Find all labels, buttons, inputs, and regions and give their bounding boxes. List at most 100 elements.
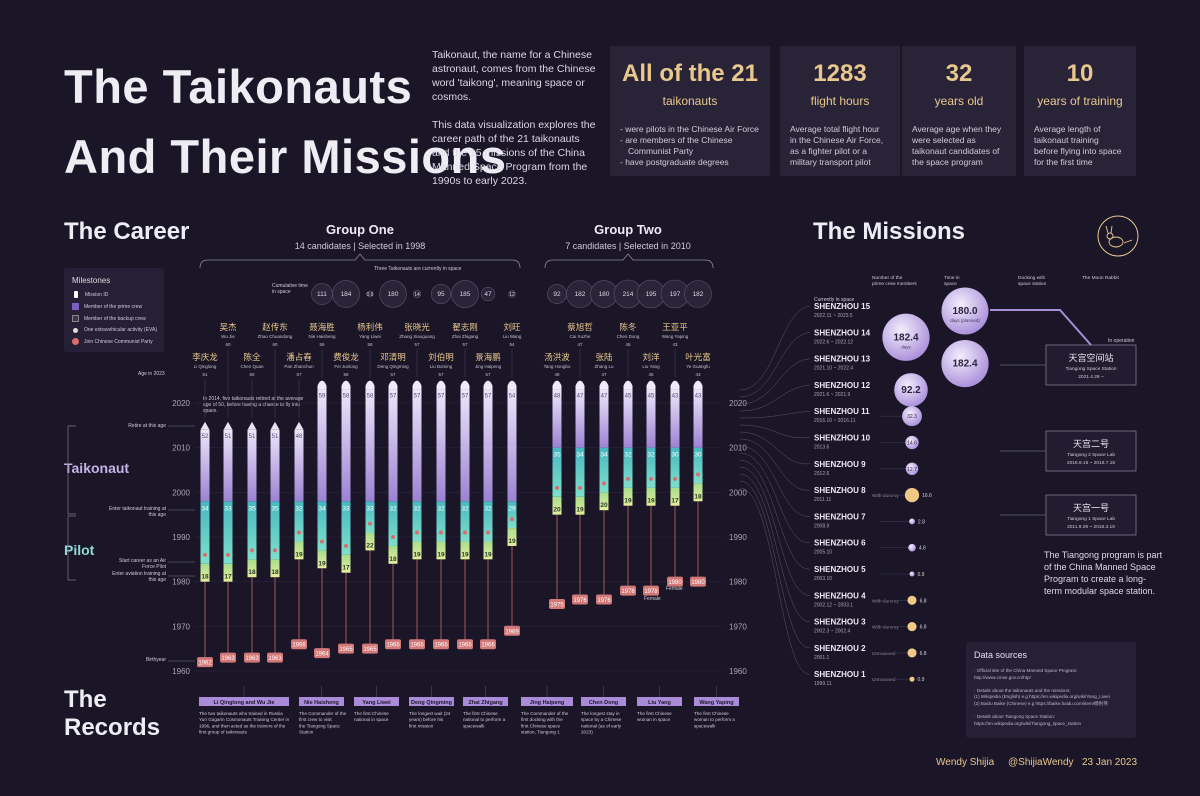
crew-link — [739, 332, 811, 398]
rocket-cap — [670, 380, 680, 390]
record-text: 1996, and then acted as the trainers of … — [199, 723, 286, 728]
intro-paragraph-2: This data visualization explores the car… — [432, 119, 596, 187]
space-time-label: 92 — [553, 291, 561, 298]
space-time-label: 180 — [388, 291, 399, 298]
crew-link — [739, 466, 811, 596]
birth-badge — [314, 648, 330, 659]
rocket-cap — [341, 380, 351, 390]
mission-row: SHENZHOU 12 2021.6 ~ 2021.9 92.2 — [814, 373, 928, 407]
group-one-header: Group One 14 candidates | Selected in 19… — [230, 222, 490, 251]
data-sources-title: Data sources — [974, 650, 1028, 660]
space-time-label: 182 — [575, 291, 586, 298]
record-name: Nie Haisheng — [304, 700, 339, 706]
record-name-badge — [299, 697, 344, 706]
mission-days: 12.7 — [907, 467, 917, 473]
age-taikonaut-label: 32 — [647, 452, 655, 459]
source-line[interactable]: (1) Wikipedia (English) e.g https://en.w… — [974, 694, 1110, 700]
age-aviation-label: 17 — [671, 498, 679, 505]
name-cn: 刘洋 — [642, 352, 660, 362]
rocket-cap — [507, 380, 517, 390]
taikonaut-column: 18 35 51 1963 — [244, 421, 260, 663]
age-aviation-label: 19 — [508, 538, 516, 545]
pilot-segment — [341, 501, 351, 555]
mission-date: 2021.10 ~ 2022.4 — [814, 366, 853, 372]
aviation-segment — [223, 563, 233, 582]
space-time-bubble — [366, 290, 374, 298]
name-cn: 汤洪波 — [544, 352, 570, 362]
source-line[interactable]: https://en.wikipedia.org/wiki/Tiangong_s… — [974, 720, 1082, 726]
space-time-label: 111 — [317, 291, 327, 298]
record-text: years) before his — [409, 717, 444, 722]
source-line[interactable]: http://www.cmse.gov.cn/htp/ — [974, 674, 1031, 680]
age-aviation-label: 19 — [461, 551, 469, 558]
taikonaut-column: 18 34 52 1962 — [197, 421, 213, 668]
mission-bubble — [905, 435, 919, 450]
age-2023: 48 — [554, 372, 560, 377]
taikonaut-segment — [693, 389, 703, 448]
pilot-segment — [436, 501, 446, 542]
age-2023-label: Age in 2023 — [138, 371, 165, 377]
crew-link — [739, 445, 811, 517]
retired-note: In 2014, five taikonauts retired at the … — [203, 396, 304, 415]
record-text: first crew to visit — [299, 717, 332, 722]
crew-link — [739, 480, 811, 649]
record-text: The longest stay in — [581, 711, 620, 716]
stat-box-age: 32 years old Average age when they were s… — [902, 46, 1016, 176]
data-sources-box: Data sources · Official site of the Chin… — [966, 642, 1136, 738]
age-taikonaut-label: 33 — [224, 505, 232, 512]
mission-bubble — [907, 648, 917, 658]
aviation-segment — [436, 541, 446, 560]
age-taikonaut-label: 30 — [694, 452, 702, 459]
y-tick-left: 2000 — [172, 488, 190, 497]
space-time-bubble — [480, 286, 496, 302]
age-aviation-label: 19 — [413, 551, 421, 558]
birth-year: 1976 — [597, 598, 611, 604]
party-dot — [203, 552, 207, 557]
birth-year: 1965 — [363, 647, 377, 653]
mission-note: With dummy — [872, 493, 899, 499]
mission-days: 16.6 — [922, 493, 932, 499]
aviation-segment — [317, 550, 327, 569]
birth-badge — [549, 599, 565, 609]
name-cn: 刘旺 — [503, 322, 521, 332]
mission-date: 2013.6 — [814, 445, 830, 451]
party-dot — [602, 481, 606, 486]
moon-rabbit-icon — [1097, 215, 1139, 257]
record-name-badge — [463, 697, 508, 706]
mission-bubble — [882, 313, 930, 361]
taikonaut-segment — [599, 389, 609, 448]
mission-days: 0.9 — [918, 572, 925, 578]
aviation-segment — [623, 487, 633, 506]
party-dot — [391, 535, 395, 539]
age-2023: 60 — [225, 342, 231, 347]
taikonaut-name: 费俊龙 Fei Junlong 58 — [333, 352, 359, 379]
section-records: The Records — [64, 686, 161, 741]
birth-badge — [433, 639, 449, 650]
y-tick-right: 2010 — [729, 444, 747, 453]
record-text: 2023) — [581, 730, 593, 735]
pilot-segment — [623, 447, 633, 488]
taikonaut-column: 17 30 43 1980 — [667, 380, 683, 587]
age-taikonaut-label: 34 — [201, 505, 209, 512]
birth-badge — [244, 652, 260, 663]
aviation-segment — [483, 541, 493, 560]
source-line[interactable]: (2) Baidu Baike (Chinese) e.g https://ba… — [974, 700, 1108, 706]
birth-badge — [197, 657, 213, 668]
footer-handle[interactable]: @ShijiaWendy — [1008, 757, 1074, 768]
pilot-segment — [200, 501, 210, 564]
record-item: Li Qinglong and Wu Jie The two taikonauts… — [199, 686, 290, 735]
retire-label: Retire at this age — [128, 423, 166, 429]
birth-year: 1978 — [644, 589, 658, 595]
mission-name: SHENZHOU 10 — [814, 434, 871, 443]
age-retire-label: 51 — [249, 434, 256, 440]
currently-in-space-label: Currently in space — [814, 297, 855, 303]
record-name: Chen Dong — [589, 700, 618, 706]
mission-bubble — [907, 595, 917, 605]
crew-link — [739, 424, 811, 439]
age-2023: 60 — [272, 342, 278, 347]
crew-link — [739, 487, 811, 675]
record-text: The first Chinese — [694, 711, 729, 716]
age-taikonaut-label: 30 — [671, 452, 679, 459]
age-aviation-label: 18 — [201, 574, 209, 581]
